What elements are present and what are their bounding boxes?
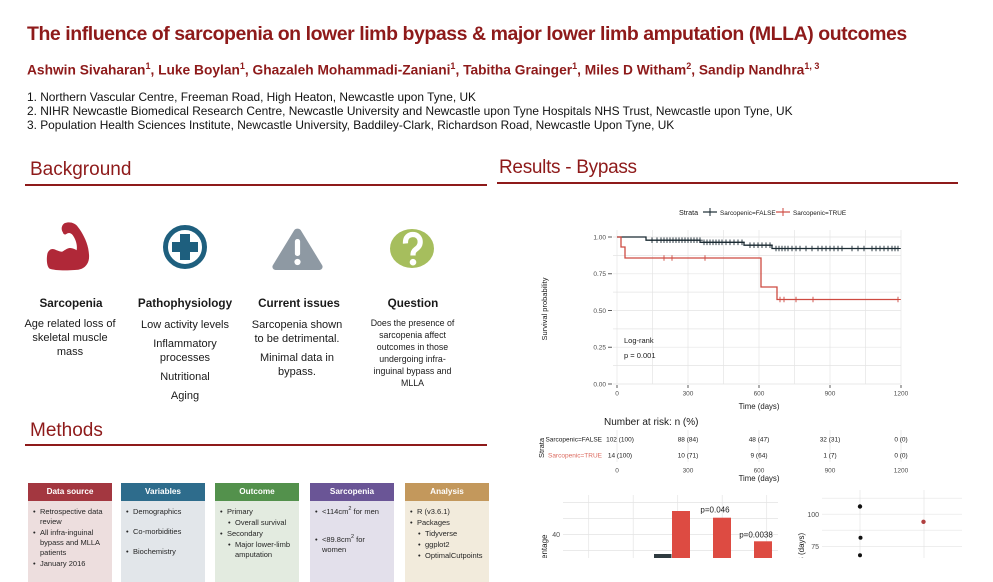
svg-text:0 (0): 0 (0) [894,453,907,460]
svg-text:Sarcopenic=TRUE: Sarcopenic=TRUE [548,453,603,460]
svg-text:900: 900 [825,391,836,398]
svg-text:Time (days): Time (days) [739,474,780,483]
svg-text:0.25: 0.25 [593,345,606,352]
svg-text:Strata: Strata [537,437,546,458]
svg-text:300: 300 [683,468,694,475]
svg-text:88 (84): 88 (84) [678,437,699,444]
svg-text:600: 600 [754,391,765,398]
svg-text:Time (days): Time (days) [739,402,780,411]
svg-text:9 (64): 9 (64) [751,453,768,460]
svg-text:0.50: 0.50 [593,308,606,315]
svg-text:0: 0 [615,468,619,475]
svg-text:0 (0): 0 (0) [894,437,907,444]
svg-text:Sarcopenic=FALSE: Sarcopenic=FALSE [545,437,602,444]
svg-text:1200: 1200 [894,468,909,475]
svg-text:75: 75 [811,544,819,551]
svg-text:Percentage: Percentage [540,534,549,558]
svg-text:14 (100): 14 (100) [608,453,632,460]
svg-text:p = 0.001: p = 0.001 [624,351,656,360]
svg-text:300: 300 [683,391,694,398]
svg-text:600: 600 [754,468,765,475]
svg-text:102 (100): 102 (100) [606,437,634,444]
svg-text:LOS (days): LOS (days) [797,532,806,558]
svg-text:Log-rank: Log-rank [624,336,654,345]
svg-text:Sarcopenic=FALSE: Sarcopenic=FALSE [720,210,776,217]
svg-text:48 (47): 48 (47) [749,437,770,444]
svg-text:p=0.046: p=0.046 [700,506,730,515]
svg-text:Number at risk: n (%): Number at risk: n (%) [604,417,698,428]
svg-text:1 (7): 1 (7) [823,453,836,460]
svg-text:p=0.0038: p=0.0038 [739,531,773,540]
svg-text:0.00: 0.00 [593,381,606,388]
svg-text:40: 40 [552,532,560,539]
svg-text:10 (71): 10 (71) [678,453,699,460]
svg-text:0.75: 0.75 [593,271,606,278]
svg-text:900: 900 [825,468,836,475]
svg-text:0: 0 [615,391,619,398]
svg-text:32 (31): 32 (31) [820,437,841,444]
svg-text:1200: 1200 [894,391,909,398]
svg-text:100: 100 [807,512,819,519]
svg-text:1.00: 1.00 [593,234,606,241]
svg-text:Survival probability: Survival probability [540,277,549,340]
svg-text:Strata: Strata [679,208,698,217]
svg-text:Sarcopenic=TRUE: Sarcopenic=TRUE [793,210,846,217]
